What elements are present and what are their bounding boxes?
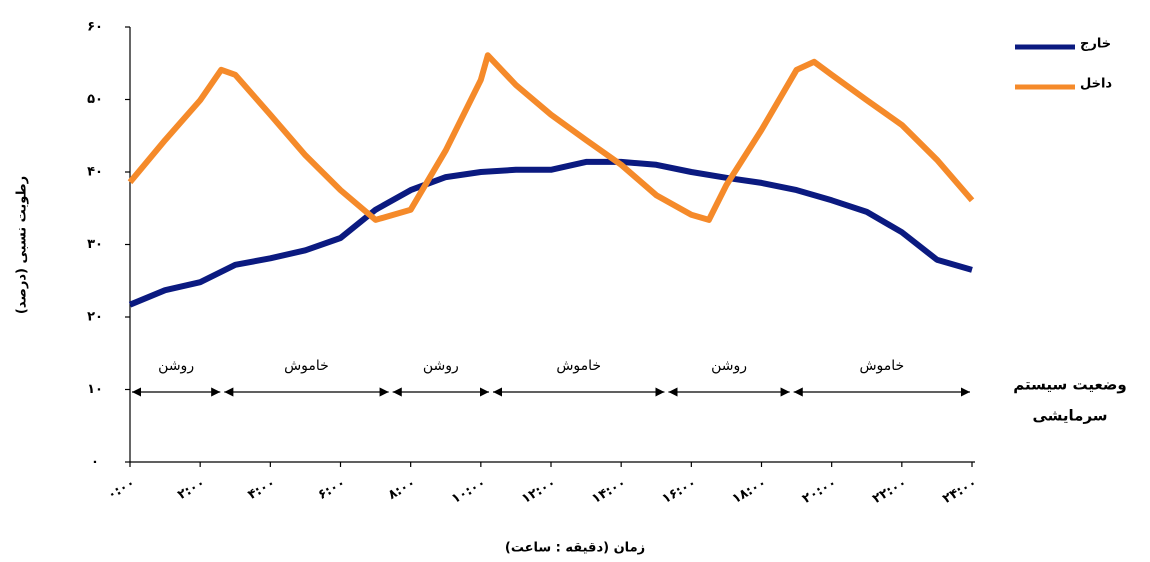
x-tick-label: ۲:۰۰ [175,476,208,503]
y-tick-label: ۲۰ [87,310,103,325]
x-tick-label: ۸:۰۰ [386,476,419,503]
y-tick-label: ۵۰ [87,92,103,107]
y-axis-title: رطوبت نسبی (درصد) [15,176,30,314]
y-tick-label: ۰ [91,455,99,470]
status-label: روشن [423,358,459,374]
x-tick-label: ۱۰:۰۰ [449,476,488,507]
x-tick-label: ۱۶:۰۰ [660,476,699,507]
x-tick-label: ۱۸:۰۰ [730,476,769,507]
x-tick-label: ۱۴:۰۰ [589,476,628,507]
series-line [127,52,975,223]
x-axis-title: زمان (دقیقه : ساعت) [505,541,645,556]
x-tick-label: ۱۲:۰۰ [519,476,558,507]
x-tick-label: ۰:۰۰ [105,476,138,503]
y-tick-label: ۶۰ [87,20,103,35]
status-label: روشن [711,358,747,374]
x-tick-label: ۴:۰۰ [245,476,278,503]
status-title: سرمایشی [1032,407,1107,425]
x-tick-label: ۲۲:۰۰ [870,476,909,507]
legend-label: خارج [1080,37,1111,52]
status-label: خاموش [556,358,601,374]
x-tick-label: ۲۴:۰۰ [940,476,979,507]
x-tick-label: ۲۰:۰۰ [800,476,839,507]
x-tick-label: ۶:۰۰ [316,476,349,503]
y-tick-label: ۴۰ [87,165,103,180]
status-label: روشن [158,358,194,374]
y-tick-label: ۳۰ [87,237,103,252]
series-line [128,158,973,308]
y-tick-label: ۱۰ [87,382,103,397]
legend-label: داخل [1080,77,1112,92]
status-label: خاموش [859,358,904,374]
status-label: خاموش [284,358,329,374]
status-title: وضعیت سیستم [1013,376,1127,394]
